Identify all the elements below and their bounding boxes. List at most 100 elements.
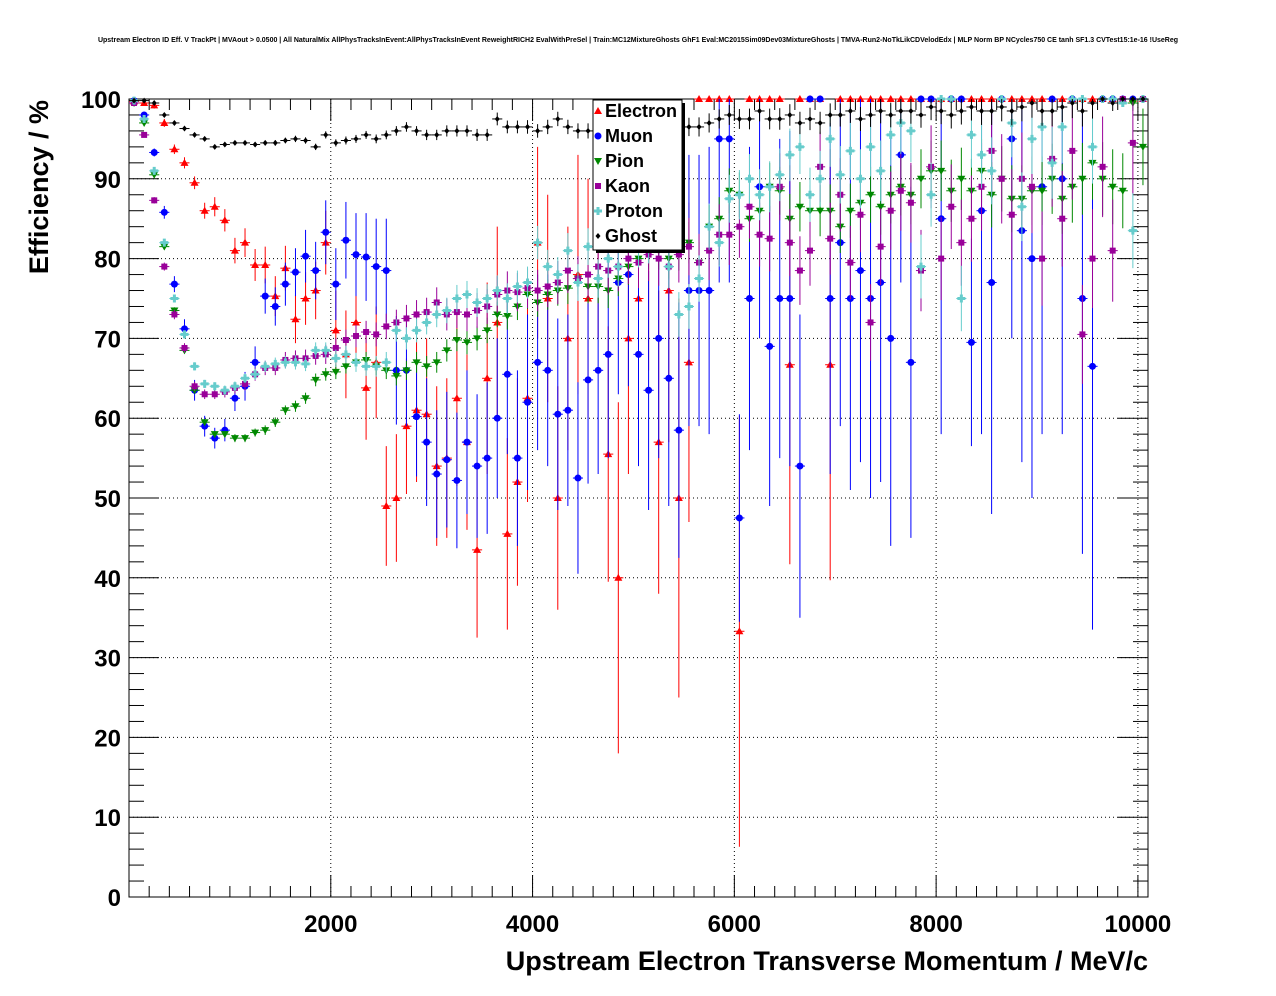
muon-point [503, 370, 511, 378]
kaon-point [786, 239, 793, 246]
electron-point [896, 95, 905, 102]
muon-point [180, 325, 188, 333]
muon-point [423, 438, 431, 446]
proton-point [876, 166, 885, 175]
legend-label-pion: Pion [605, 151, 644, 171]
legend-marker-kaon [595, 183, 601, 189]
electron-point [695, 95, 704, 102]
ghost-point [202, 135, 208, 142]
muon-point [705, 287, 713, 295]
electron-point [261, 260, 270, 268]
electron-point [856, 95, 865, 102]
proton-point [261, 362, 270, 371]
electron-point [331, 326, 340, 334]
proton-point [241, 374, 250, 383]
muon-point [473, 462, 481, 470]
y-tick-label: 100 [81, 87, 121, 114]
kaon-point [373, 331, 380, 338]
proton-point [493, 286, 502, 295]
proton-point [523, 278, 532, 287]
ghost-point [161, 111, 167, 118]
electron-point [251, 260, 260, 268]
legend-label-proton: Proton [605, 201, 663, 221]
y-tick-label: 60 [94, 406, 121, 433]
pion-point [291, 403, 300, 411]
electron-point [291, 315, 300, 323]
proton-point [735, 190, 744, 199]
electron-point [190, 178, 199, 186]
ghost-point [999, 103, 1005, 110]
x-axis-title: Upstream Electron Transverse Momentum / … [506, 946, 1148, 976]
proton-point [715, 238, 724, 247]
electron-point [483, 374, 492, 382]
ghost-point [1140, 96, 1146, 102]
proton-point [160, 238, 169, 247]
kaon-point [847, 259, 854, 266]
muon-point [1028, 255, 1036, 263]
muon-point [150, 148, 158, 156]
pion-point [432, 359, 441, 367]
electron-point [160, 118, 169, 126]
ghost-point [827, 111, 833, 118]
kaon-point [685, 243, 692, 250]
pion-point [402, 367, 411, 375]
ghost-point [1090, 99, 1096, 106]
y-tick-label: 80 [94, 247, 121, 274]
proton-point [301, 359, 310, 368]
kaon-point [746, 203, 753, 210]
muon-point [352, 251, 360, 259]
electron-point [725, 95, 734, 102]
proton-point [331, 354, 340, 363]
proton-point [462, 290, 471, 299]
ghost-point [252, 141, 258, 148]
legend-marker-proton [594, 207, 602, 215]
electron-point [180, 158, 189, 166]
muon-point [796, 462, 804, 470]
ghost-point [181, 125, 187, 132]
x-tick-label: 6000 [708, 911, 761, 938]
electron-point [503, 529, 512, 537]
x-tick-label: 4000 [506, 911, 559, 938]
pion-point [160, 243, 169, 251]
ghost-point [797, 119, 803, 126]
electron-point [987, 95, 996, 102]
pion-point [1078, 175, 1087, 183]
ghost-point [525, 123, 531, 130]
electron-point [382, 501, 391, 509]
x-tick-label: 10000 [1105, 911, 1172, 938]
electron-point [1058, 95, 1067, 102]
proton-point [563, 246, 572, 255]
muon-point [745, 295, 753, 302]
proton-point [1058, 122, 1067, 131]
pion-point [876, 203, 885, 211]
muon-point [413, 413, 421, 421]
proton-point [533, 238, 542, 247]
ghost-point [504, 123, 510, 130]
muon-point [806, 95, 814, 103]
kaon-point [242, 380, 249, 387]
y-tick-label: 50 [94, 486, 121, 513]
kaon-point [363, 329, 370, 336]
proton-point [795, 142, 804, 151]
proton-point [341, 350, 350, 359]
ghost-point [1079, 107, 1085, 114]
y-tick-label: 30 [94, 646, 121, 673]
proton-point [362, 362, 371, 371]
muon-point [584, 376, 592, 384]
pion-point [1038, 187, 1047, 195]
kaon-point [857, 211, 864, 218]
ghost-point [141, 97, 147, 104]
proton-point [352, 358, 361, 367]
y-tick-label: 20 [94, 725, 121, 752]
pion-point [392, 372, 401, 380]
electron-point [1027, 95, 1036, 102]
proton-point [987, 166, 996, 175]
muon-point [776, 295, 784, 302]
ghost-point [817, 119, 823, 126]
ghost-point [292, 135, 298, 142]
ghost-point [383, 131, 389, 138]
muon-point [786, 295, 794, 302]
proton-point [765, 182, 774, 191]
muon-point [574, 474, 582, 482]
